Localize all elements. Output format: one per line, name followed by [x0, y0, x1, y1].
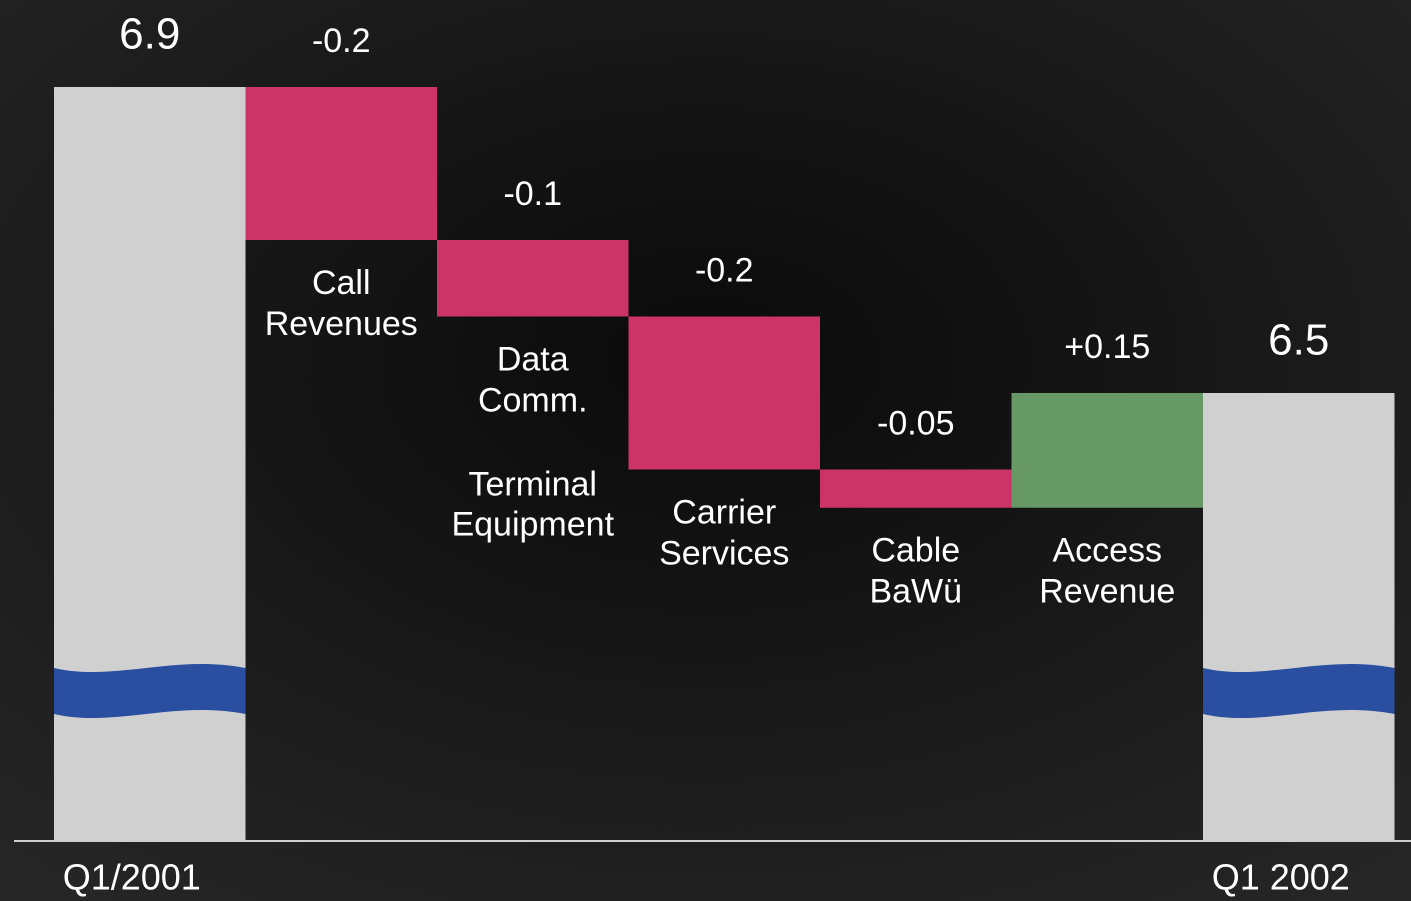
category-label: Data — [497, 340, 569, 378]
annotation: Equipment — [451, 505, 614, 543]
delta-bar — [628, 316, 820, 470]
category-label: Cable — [871, 532, 960, 570]
category-label: Comm. — [478, 381, 588, 419]
value-label: 6.9 — [119, 10, 180, 59]
annotation: Terminal — [469, 465, 597, 503]
value-label: 6.5 — [1268, 316, 1329, 365]
value-label: -0.2 — [695, 251, 754, 289]
value-label: -0.2 — [312, 22, 371, 60]
category-label: Carrier — [672, 493, 776, 531]
scale-break — [54, 663, 246, 719]
delta-bar — [245, 87, 437, 240]
delta-bar — [1011, 393, 1203, 508]
value-label: -0.05 — [877, 404, 955, 442]
category-label: Revenues — [265, 305, 418, 343]
category-label: BaWü — [869, 573, 962, 611]
scale-break — [1203, 663, 1395, 719]
delta-bar — [437, 240, 629, 317]
category-label: Revenue — [1039, 573, 1175, 611]
category-label: Access — [1052, 532, 1162, 570]
value-label: +0.15 — [1064, 328, 1150, 366]
total-bar — [54, 87, 246, 840]
total-bar — [1203, 393, 1395, 840]
category-label: Q1/2001 — [63, 857, 201, 898]
category-label: Call — [312, 264, 371, 302]
category-label: Services — [659, 534, 789, 572]
value-label: -0.1 — [503, 175, 562, 213]
delta-bar — [820, 469, 1012, 508]
category-label: Q1 2002 — [1212, 857, 1350, 898]
